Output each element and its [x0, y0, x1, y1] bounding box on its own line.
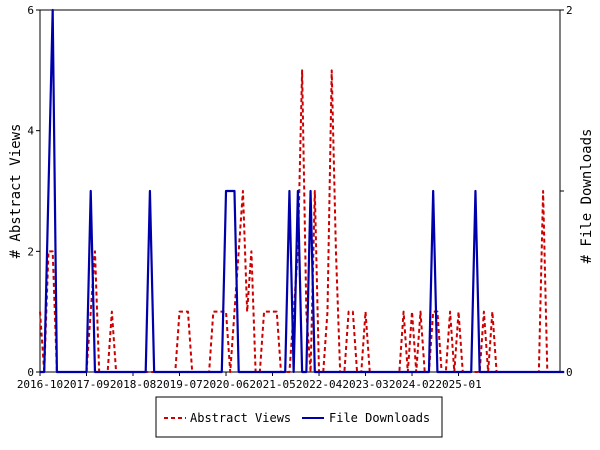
y-right-tick-label: 2: [566, 4, 573, 17]
y-left-tick-label: 6: [27, 4, 34, 17]
y-axis-right: 02: [560, 4, 573, 379]
x-tick-label: 2019-07: [156, 378, 202, 391]
x-tick-label: 2016-10: [17, 378, 63, 391]
y-left-tick-label: 4: [27, 125, 34, 138]
y-right-tick-label: 0: [566, 366, 573, 379]
x-tick-label: 2017-09: [63, 378, 109, 391]
series-layer: [39, 8, 565, 374]
y-axis-left: 0 2 4 6: [27, 4, 40, 379]
x-tick-label: 2023-03: [342, 378, 388, 391]
y-left-tick-label: 0: [27, 366, 34, 379]
x-axis: 2016-10 2017-09 2018-08 2019-07 2020-06 2021-…: [17, 372, 482, 391]
x-tick-label: 2025-01: [435, 378, 481, 391]
x-tick-label: 2024-02: [389, 378, 435, 391]
legend: Abstract Views File Downloads: [155, 396, 443, 438]
y-left-tick-label: 2: [27, 245, 34, 258]
y-axis-left-title: # Abstract Views: [8, 124, 24, 259]
x-tick-label: 2020-06: [203, 378, 249, 391]
legend-label-file-downloads: File Downloads: [329, 411, 430, 425]
legend-label-abstract-views: Abstract Views: [190, 411, 291, 425]
y-axis-right-title: # File Downloads: [579, 129, 595, 264]
x-tick-label: 2021-05: [249, 378, 295, 391]
legend-box: [155, 396, 443, 438]
x-tick-label: 2022-04: [296, 378, 343, 391]
series-line-file-downloads: [40, 8, 565, 374]
x-tick-label: 2018-08: [110, 378, 156, 391]
